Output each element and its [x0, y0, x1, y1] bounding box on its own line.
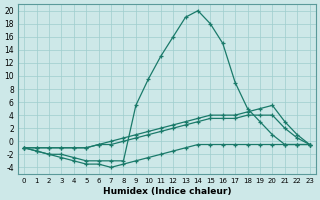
X-axis label: Humidex (Indice chaleur): Humidex (Indice chaleur): [103, 187, 231, 196]
